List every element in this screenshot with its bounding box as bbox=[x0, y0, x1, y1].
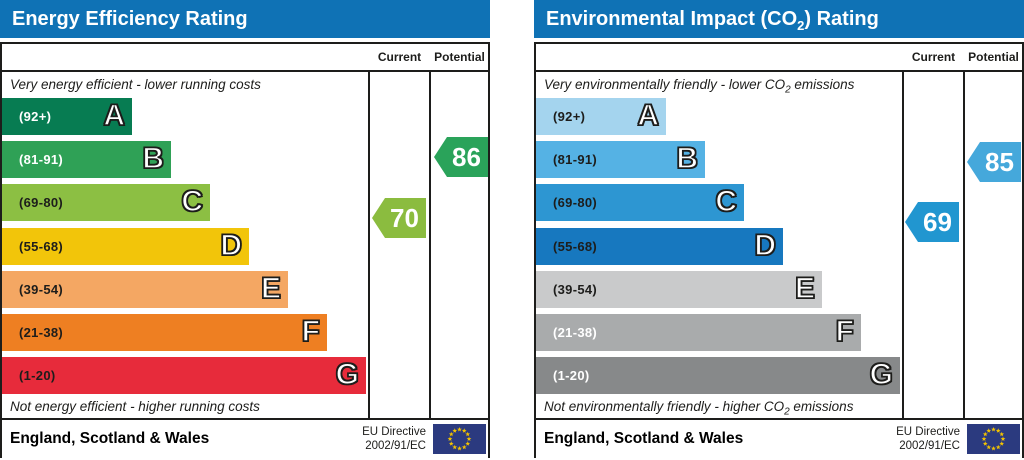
potential-column-header: Potential bbox=[434, 50, 485, 64]
band-f: (21-38) F bbox=[2, 314, 327, 351]
eu-flag-icon bbox=[433, 424, 486, 454]
table-footer: England, Scotland & Wales EU Directive 2… bbox=[2, 418, 488, 458]
bottom-caption: Not environmentally friendly - higher CO… bbox=[544, 399, 854, 418]
band-range-label: (21-38) bbox=[553, 325, 598, 340]
band-letter: E bbox=[794, 271, 816, 306]
region-label: England, Scotland & Wales bbox=[10, 430, 210, 447]
band-range-label: (39-54) bbox=[553, 281, 598, 297]
rating-table: Current Potential Very environmentally f… bbox=[534, 42, 1024, 458]
band-range-label: (21-38) bbox=[19, 325, 64, 340]
band-range-label: (81-91) bbox=[553, 152, 598, 168]
band-letter: F bbox=[835, 314, 855, 349]
potential-column-divider bbox=[963, 44, 965, 418]
band-range-label: (69-80) bbox=[553, 195, 598, 211]
band-letter: G bbox=[335, 357, 360, 392]
chart-title-bar: Energy Efficiency Rating bbox=[0, 0, 490, 38]
top-caption: Very environmentally friendly - lower CO… bbox=[544, 77, 855, 96]
table-footer: England, Scotland & Wales EU Directive 2… bbox=[536, 418, 1022, 458]
energy-efficiency-panel: Energy Efficiency Rating Current Potenti… bbox=[0, 0, 490, 460]
band-a: (92+) A bbox=[536, 98, 666, 135]
band-f: (21-38) F bbox=[536, 314, 861, 351]
band-letter: F bbox=[301, 314, 321, 349]
band-b: (81-91) B bbox=[2, 141, 171, 179]
current-rating-value: 69 bbox=[923, 207, 952, 237]
top-caption: Very energy efficient - lower running co… bbox=[10, 77, 261, 92]
potential-column-header: Potential bbox=[968, 50, 1019, 64]
potential-column-divider bbox=[429, 44, 431, 418]
band-letter: A bbox=[103, 98, 126, 133]
band-g: (1-20) G bbox=[536, 357, 900, 395]
eu-flag-icon bbox=[967, 424, 1020, 454]
environmental-impact-panel: Environmental Impact (CO2) Rating Curren… bbox=[534, 0, 1024, 460]
potential-rating-marker: 85 bbox=[967, 142, 1021, 182]
band-e: (39-54) E bbox=[2, 270, 288, 308]
current-column-divider bbox=[902, 44, 904, 418]
band-letter: D bbox=[754, 228, 777, 263]
band-range-label: (81-91) bbox=[19, 152, 64, 168]
eu-directive-label: EU Directive 2002/91/EC bbox=[896, 426, 960, 452]
potential-rating-value: 85 bbox=[985, 147, 1014, 177]
band-letter: B bbox=[676, 141, 699, 176]
band-range-label: (92+) bbox=[19, 109, 52, 124]
band-letter: D bbox=[220, 228, 243, 263]
current-column-header: Current bbox=[911, 50, 956, 64]
band-a: (92+) A bbox=[2, 98, 132, 135]
band-range-label: (1-20) bbox=[553, 368, 590, 384]
band-c: (69-80) C bbox=[2, 184, 210, 222]
band-b: (81-91) B bbox=[536, 141, 705, 179]
eu-directive-label: EU Directive 2002/91/EC bbox=[362, 426, 426, 452]
band-range-label: (69-80) bbox=[19, 195, 64, 211]
column-header-row: Current Potential bbox=[2, 44, 488, 72]
band-letter: G bbox=[869, 357, 894, 392]
chart-title: Energy Efficiency Rating bbox=[12, 8, 248, 30]
current-column-header: Current bbox=[377, 50, 422, 64]
band-d: (55-68) D bbox=[2, 227, 249, 265]
current-rating-marker: 69 bbox=[905, 202, 959, 242]
band-c: (69-80) C bbox=[536, 184, 744, 222]
band-range-label: (39-54) bbox=[19, 281, 64, 297]
potential-rating-marker: 86 bbox=[434, 137, 488, 177]
current-rating-value: 70 bbox=[390, 203, 419, 233]
band-d: (55-68) D bbox=[536, 227, 783, 265]
current-column-divider bbox=[368, 44, 370, 418]
band-range-label: (55-68) bbox=[19, 238, 64, 254]
band-letter: B bbox=[142, 141, 165, 176]
chart-title-bar: Environmental Impact (CO2) Rating bbox=[534, 0, 1024, 38]
band-letter: C bbox=[181, 185, 204, 220]
chart-title: Environmental Impact (CO2) Rating bbox=[546, 8, 879, 33]
column-header-row: Current Potential bbox=[536, 44, 1022, 72]
band-e: (39-54) E bbox=[536, 270, 822, 308]
region-label: England, Scotland & Wales bbox=[544, 430, 744, 447]
band-g: (1-20) G bbox=[2, 357, 366, 395]
band-range-label: (92+) bbox=[553, 109, 586, 124]
potential-rating-value: 86 bbox=[452, 142, 481, 172]
current-rating-marker: 70 bbox=[372, 198, 426, 238]
band-range-label: (55-68) bbox=[553, 238, 598, 254]
bottom-caption: Not energy efficient - higher running co… bbox=[10, 399, 260, 414]
band-letter: E bbox=[260, 271, 282, 306]
band-range-label: (1-20) bbox=[19, 368, 56, 384]
band-letter: C bbox=[715, 185, 738, 220]
rating-table: Current Potential Very energy efficient … bbox=[0, 42, 490, 458]
band-letter: A bbox=[637, 98, 660, 133]
